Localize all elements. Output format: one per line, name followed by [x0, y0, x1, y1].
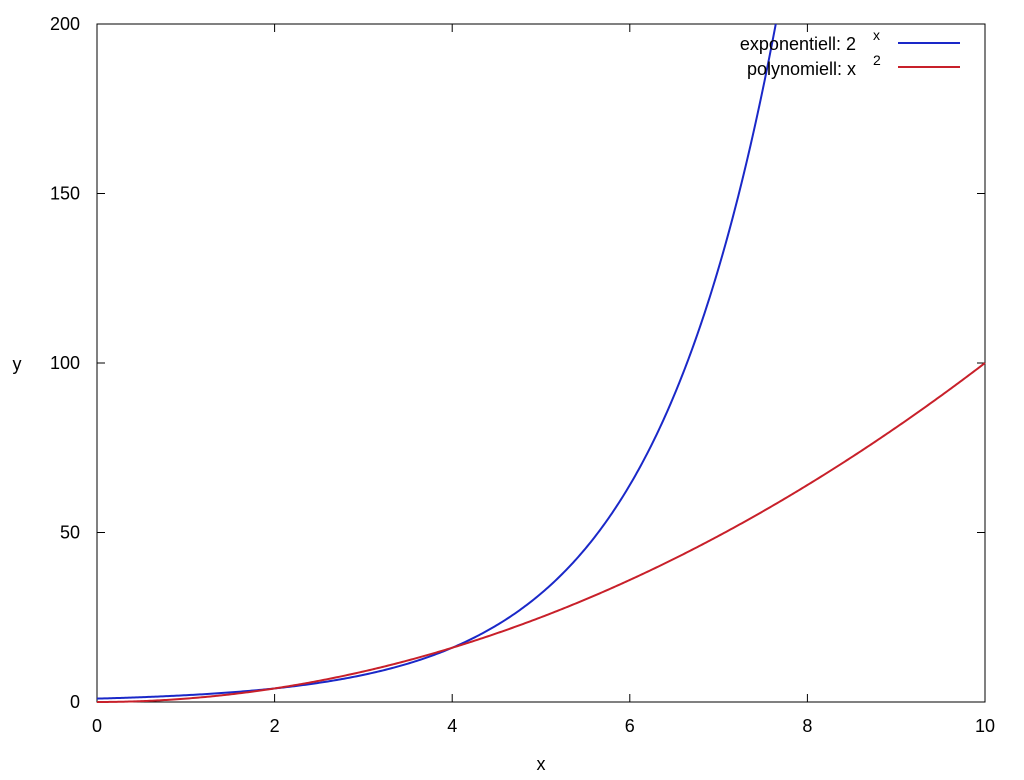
- y-tick-label: 100: [50, 353, 80, 373]
- x-tick-label: 0: [92, 716, 102, 736]
- plot-frame: [96, 23, 986, 703]
- legend-entry-exponential: exponentiell: 2 x: [740, 27, 960, 54]
- y-tick-label: 50: [60, 523, 80, 543]
- legend-label-exponential: exponentiell: 2: [740, 34, 856, 54]
- y-tick-label: 200: [50, 14, 80, 34]
- legend-label-exponential-superscript: x: [873, 27, 880, 43]
- axis-ticks: [96, 23, 986, 703]
- series-line-exponential: [96, 23, 777, 700]
- x-tick-label: 2: [270, 716, 280, 736]
- x-tick-label: 6: [625, 716, 635, 736]
- series-line-polynomial: [97, 362, 986, 703]
- legend-entry-polynomial: polynomiell: x 2: [747, 52, 960, 79]
- x-tick-label: 8: [802, 716, 812, 736]
- x-axis-label: x: [537, 754, 546, 774]
- y-tick-label: 0: [70, 692, 80, 712]
- legend: exponentiell: 2 x polynomiell: x 2: [740, 27, 960, 79]
- y-axis-label: y: [13, 354, 22, 374]
- x-tick-label: 4: [447, 716, 457, 736]
- series-layer: [96, 23, 986, 703]
- y-tick-label: 150: [50, 184, 80, 204]
- x-tick-label: 10: [975, 716, 995, 736]
- legend-label-polynomial: polynomiell: x: [747, 59, 856, 79]
- legend-label-polynomial-superscript: 2: [873, 52, 881, 68]
